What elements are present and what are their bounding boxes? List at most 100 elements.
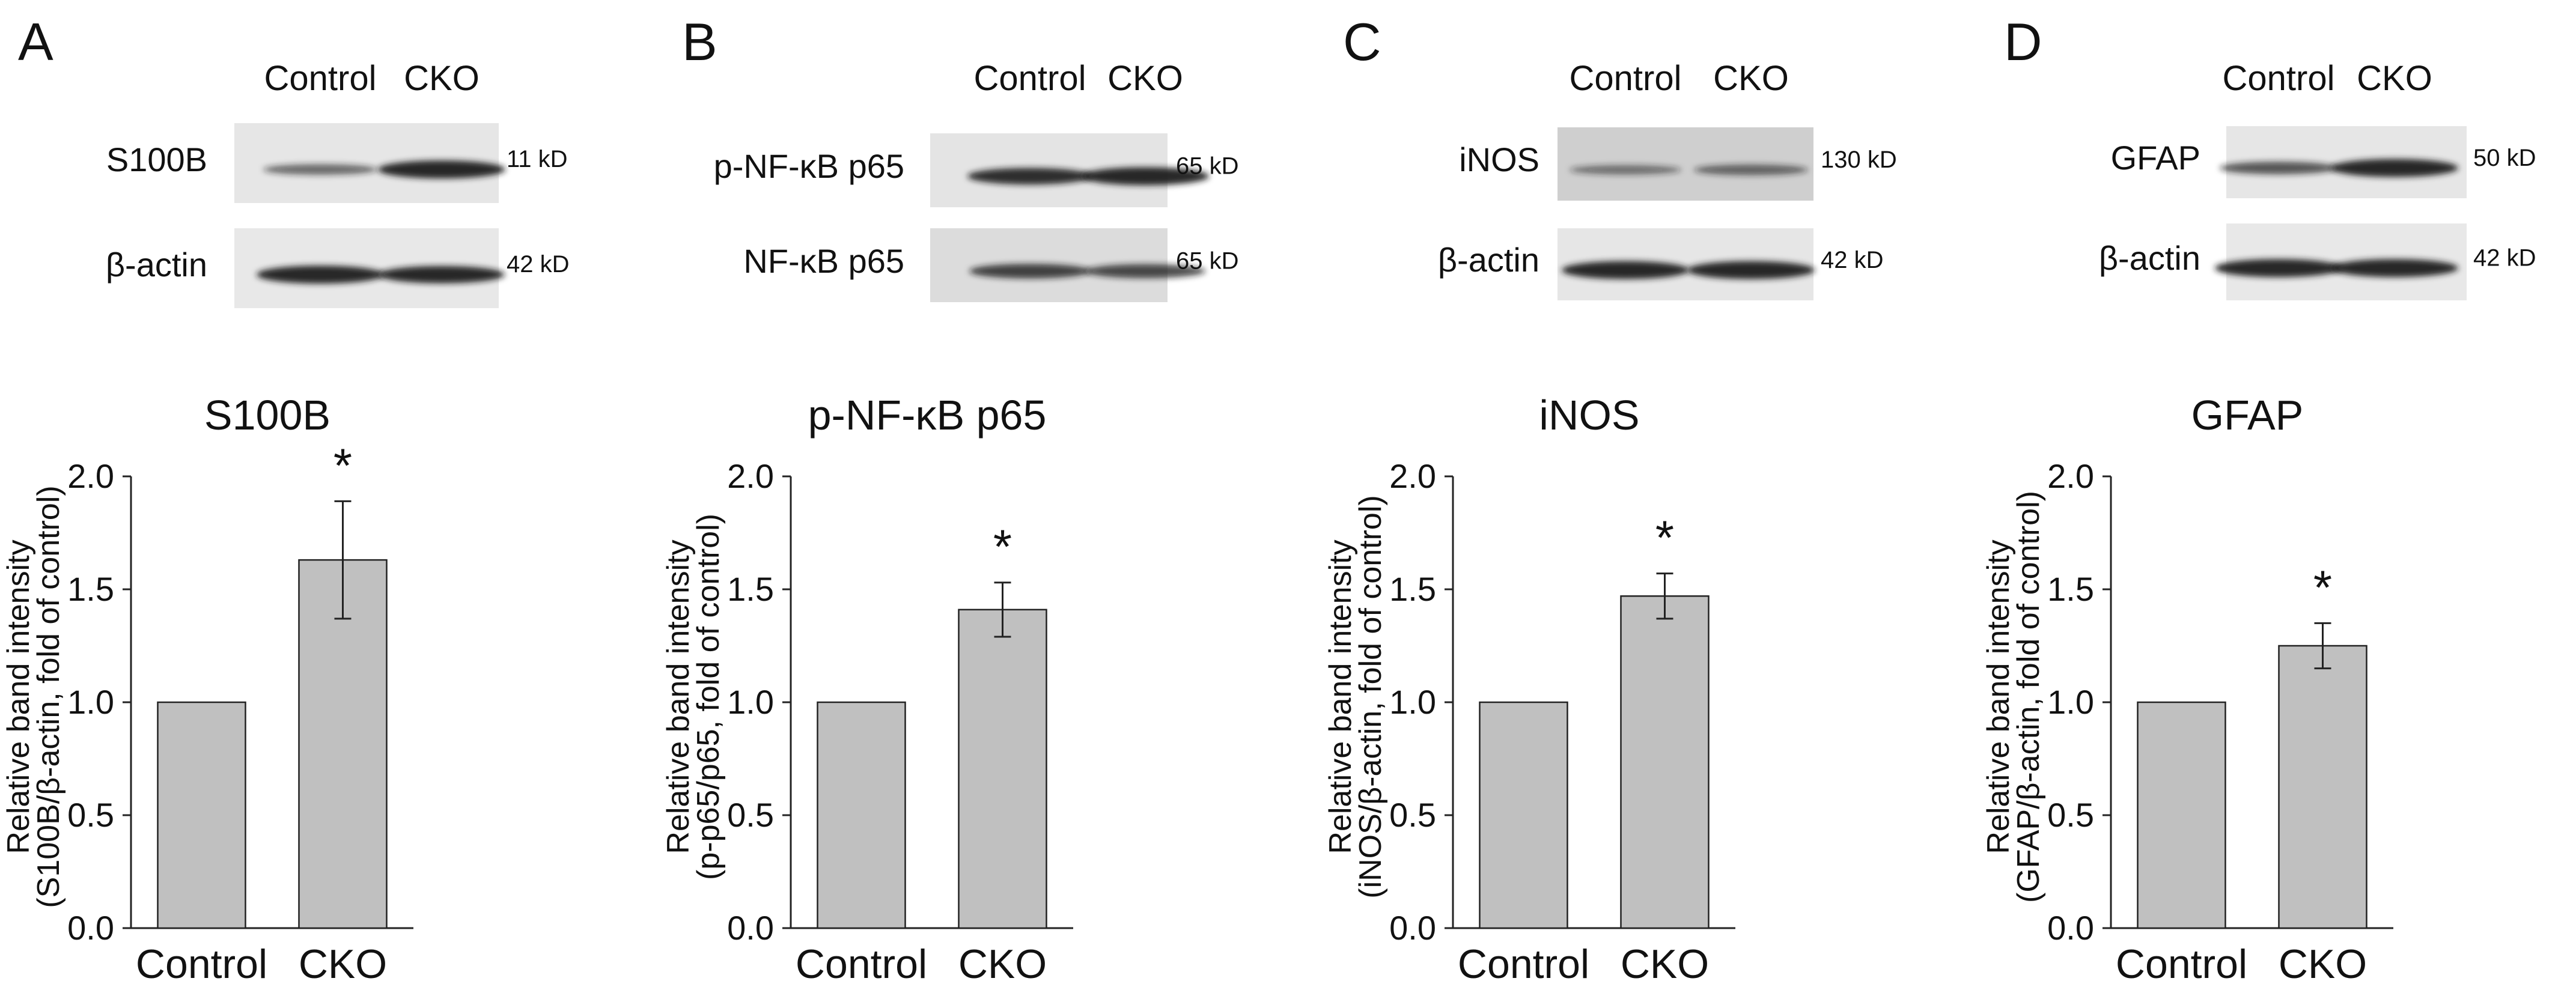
lane-label-cko: CKO	[1107, 59, 1183, 98]
blot-band-cko	[1082, 167, 1209, 186]
significance-marker: *	[993, 520, 1012, 574]
blot-protein-label: p-NF-κB p65	[714, 147, 904, 185]
y-axis-label-line-2: (GFAP/β-actin, fold of control)	[2011, 491, 2046, 903]
panel-d: D Control CKO GFAP 50 kD β-actin 42 kD	[2004, 12, 2536, 300]
y-tick-label: 1.5	[67, 570, 114, 608]
y-tick-label: 0.5	[67, 796, 114, 834]
bar-chart-1: S100B Relative band intensity(S100B/β-act…	[1, 392, 413, 987]
chart-title: GFAP	[2191, 392, 2304, 439]
bar-cko	[298, 559, 388, 929]
blot-band-cko	[379, 266, 505, 284]
blot-protein-label: iNOS	[1459, 141, 1539, 178]
x-tick-label-control: Control	[136, 941, 267, 987]
blot-background	[1557, 127, 1813, 201]
lane-label-control: Control	[974, 59, 1086, 98]
panel-letter: C	[1343, 12, 1381, 71]
y-axis-label-line-1: Relative band intensity	[1981, 539, 2016, 854]
panel-a: A Control CKO S100B 11 kD β-actin 42 kD	[18, 12, 570, 308]
blot-band-control	[967, 168, 1092, 185]
y-tick-label: 0.0	[1389, 909, 1436, 947]
blot-band-control	[263, 164, 377, 175]
y-tick-label: 0.5	[1389, 796, 1436, 834]
blot-band-cko	[2331, 159, 2458, 177]
panel-b: B Control CKO p-NF-κB p65 65 kD NF-κB p65 65 k…	[682, 12, 1239, 302]
bar-control	[2137, 701, 2226, 929]
y-axis-label-line-1: Relative band intensity	[1323, 539, 1358, 854]
blot-band-control	[969, 264, 1091, 279]
blot-protein-label: NF-κB p65	[743, 242, 904, 280]
y-tick-label: 0.0	[67, 909, 114, 947]
bar-chart-3: iNOS Relative band intensity(iNOS/β-actin…	[1323, 392, 1735, 987]
bar-cko	[1620, 595, 1710, 929]
blot-molecular-weight: 130 kD	[1821, 147, 1897, 173]
panel-letter: D	[2004, 12, 2042, 71]
blot-molecular-weight: 42 kD	[2473, 244, 2536, 271]
blot-protein-label: GFAP	[2111, 139, 2200, 177]
x-tick-label-cko: CKO	[299, 941, 387, 987]
lane-label-cko: CKO	[404, 59, 480, 98]
lane-label-control: Control	[2223, 59, 2335, 98]
blot-protein-label: β-actin	[1438, 241, 1539, 279]
y-axis-label-line-1: Relative band intensity	[661, 539, 696, 854]
y-tick-label: 1.0	[1389, 683, 1436, 721]
y-tick-label: 0.0	[2047, 909, 2094, 947]
x-tick-label-control: Control	[796, 941, 927, 987]
bar-chart-2: p-NF-κB p65 Relative band intensity(p-p65…	[661, 392, 1073, 987]
panel-c: C Control CKO iNOS 130 kD β-actin 42 kD	[1343, 12, 1897, 300]
blot-band-cko	[1687, 261, 1815, 279]
y-tick-label: 1.0	[727, 683, 774, 721]
bar-chart-4: GFAP Relative band intensity(GFAP/β-actin…	[1981, 392, 2393, 987]
chart-title: p-NF-κB p65	[808, 392, 1047, 439]
x-tick-label-cko: CKO	[958, 941, 1047, 987]
y-tick-label: 0.5	[727, 796, 774, 834]
y-tick-label: 0.5	[2047, 796, 2094, 834]
chart-title: iNOS	[1539, 392, 1639, 439]
y-tick-label: 2.0	[67, 457, 114, 495]
y-tick-label: 2.0	[727, 457, 774, 495]
y-tick-label: 1.5	[1389, 570, 1436, 608]
panel-letter: A	[18, 12, 53, 71]
blot-molecular-weight: 65 kD	[1176, 248, 1239, 275]
x-tick-label-cko: CKO	[1621, 941, 1709, 987]
bar-control	[157, 701, 246, 929]
blot-band-control	[2215, 259, 2342, 278]
blot-band-cko	[1085, 264, 1205, 279]
blot-band-control	[2220, 162, 2337, 175]
bar-control	[817, 701, 906, 929]
blot-molecular-weight: 50 kD	[2473, 145, 2536, 171]
lane-label-cko: CKO	[2357, 59, 2432, 98]
blot-molecular-weight: 42 kD	[507, 251, 570, 278]
lane-label-control: Control	[1570, 59, 1682, 98]
blot-molecular-weight: 11 kD	[507, 146, 568, 172]
y-tick-label: 1.0	[2047, 683, 2094, 721]
blot-protein-label: S100B	[106, 141, 207, 178]
bar-control	[1479, 701, 1568, 929]
lane-label-cko: CKO	[1713, 59, 1789, 98]
blot-band-control	[1570, 165, 1681, 175]
y-axis-label-line-1: Relative band intensity	[1, 539, 36, 854]
chart-title: S100B	[204, 392, 330, 439]
blot-band-cko	[378, 160, 505, 179]
panel-letter: B	[682, 12, 717, 71]
x-tick-label-cko: CKO	[2279, 941, 2367, 987]
x-tick-label-control: Control	[1458, 941, 1589, 987]
blot-molecular-weight: 42 kD	[1821, 247, 1884, 273]
x-tick-label-control: Control	[2116, 941, 2247, 987]
bar-cko	[958, 609, 1047, 929]
y-tick-label: 2.0	[2047, 457, 2094, 495]
lane-label-control: Control	[264, 59, 377, 98]
y-tick-label: 1.5	[727, 570, 774, 608]
blot-protein-label: β-actin	[106, 246, 207, 284]
y-tick-label: 0.0	[727, 909, 774, 947]
blot-molecular-weight: 65 kD	[1176, 153, 1239, 180]
y-axis-label-line-2: (p-p65/p65, fold of control)	[691, 514, 726, 880]
bar-cko	[2278, 645, 2367, 929]
y-axis-label-line-2: (iNOS/β-actin, fold of control)	[1353, 495, 1388, 898]
y-tick-label: 1.0	[67, 683, 114, 721]
y-axis-label-line-2: (S100B/β-actin, fold of control)	[31, 485, 66, 908]
blot-band-cko	[2331, 259, 2458, 278]
blot-band-cko	[1694, 164, 1808, 175]
y-tick-label: 2.0	[1389, 457, 1436, 495]
significance-marker: *	[333, 439, 352, 492]
